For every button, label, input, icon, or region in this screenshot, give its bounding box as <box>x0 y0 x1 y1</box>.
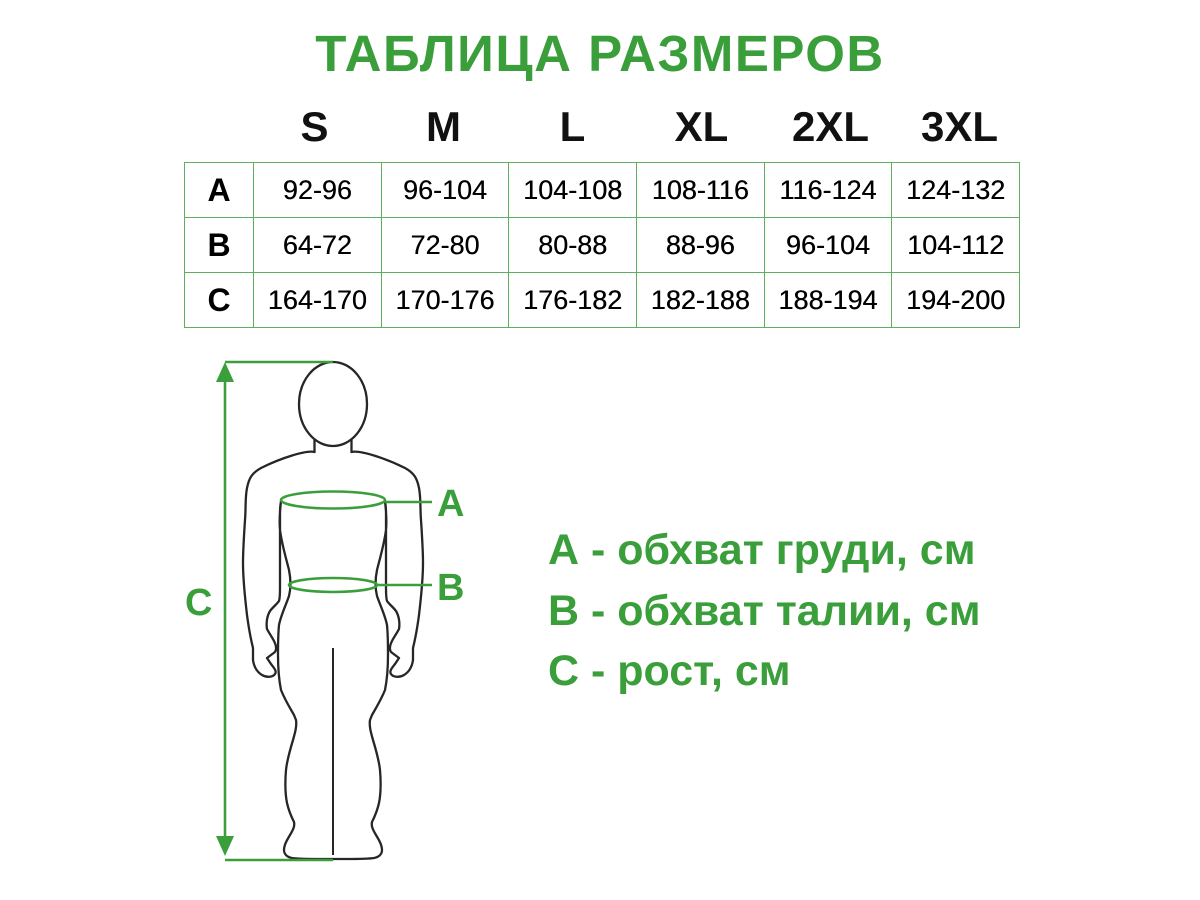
svg-text:B: B <box>437 567 464 609</box>
svg-text:C: C <box>185 582 212 624</box>
svg-text:A: A <box>437 483 464 525</box>
